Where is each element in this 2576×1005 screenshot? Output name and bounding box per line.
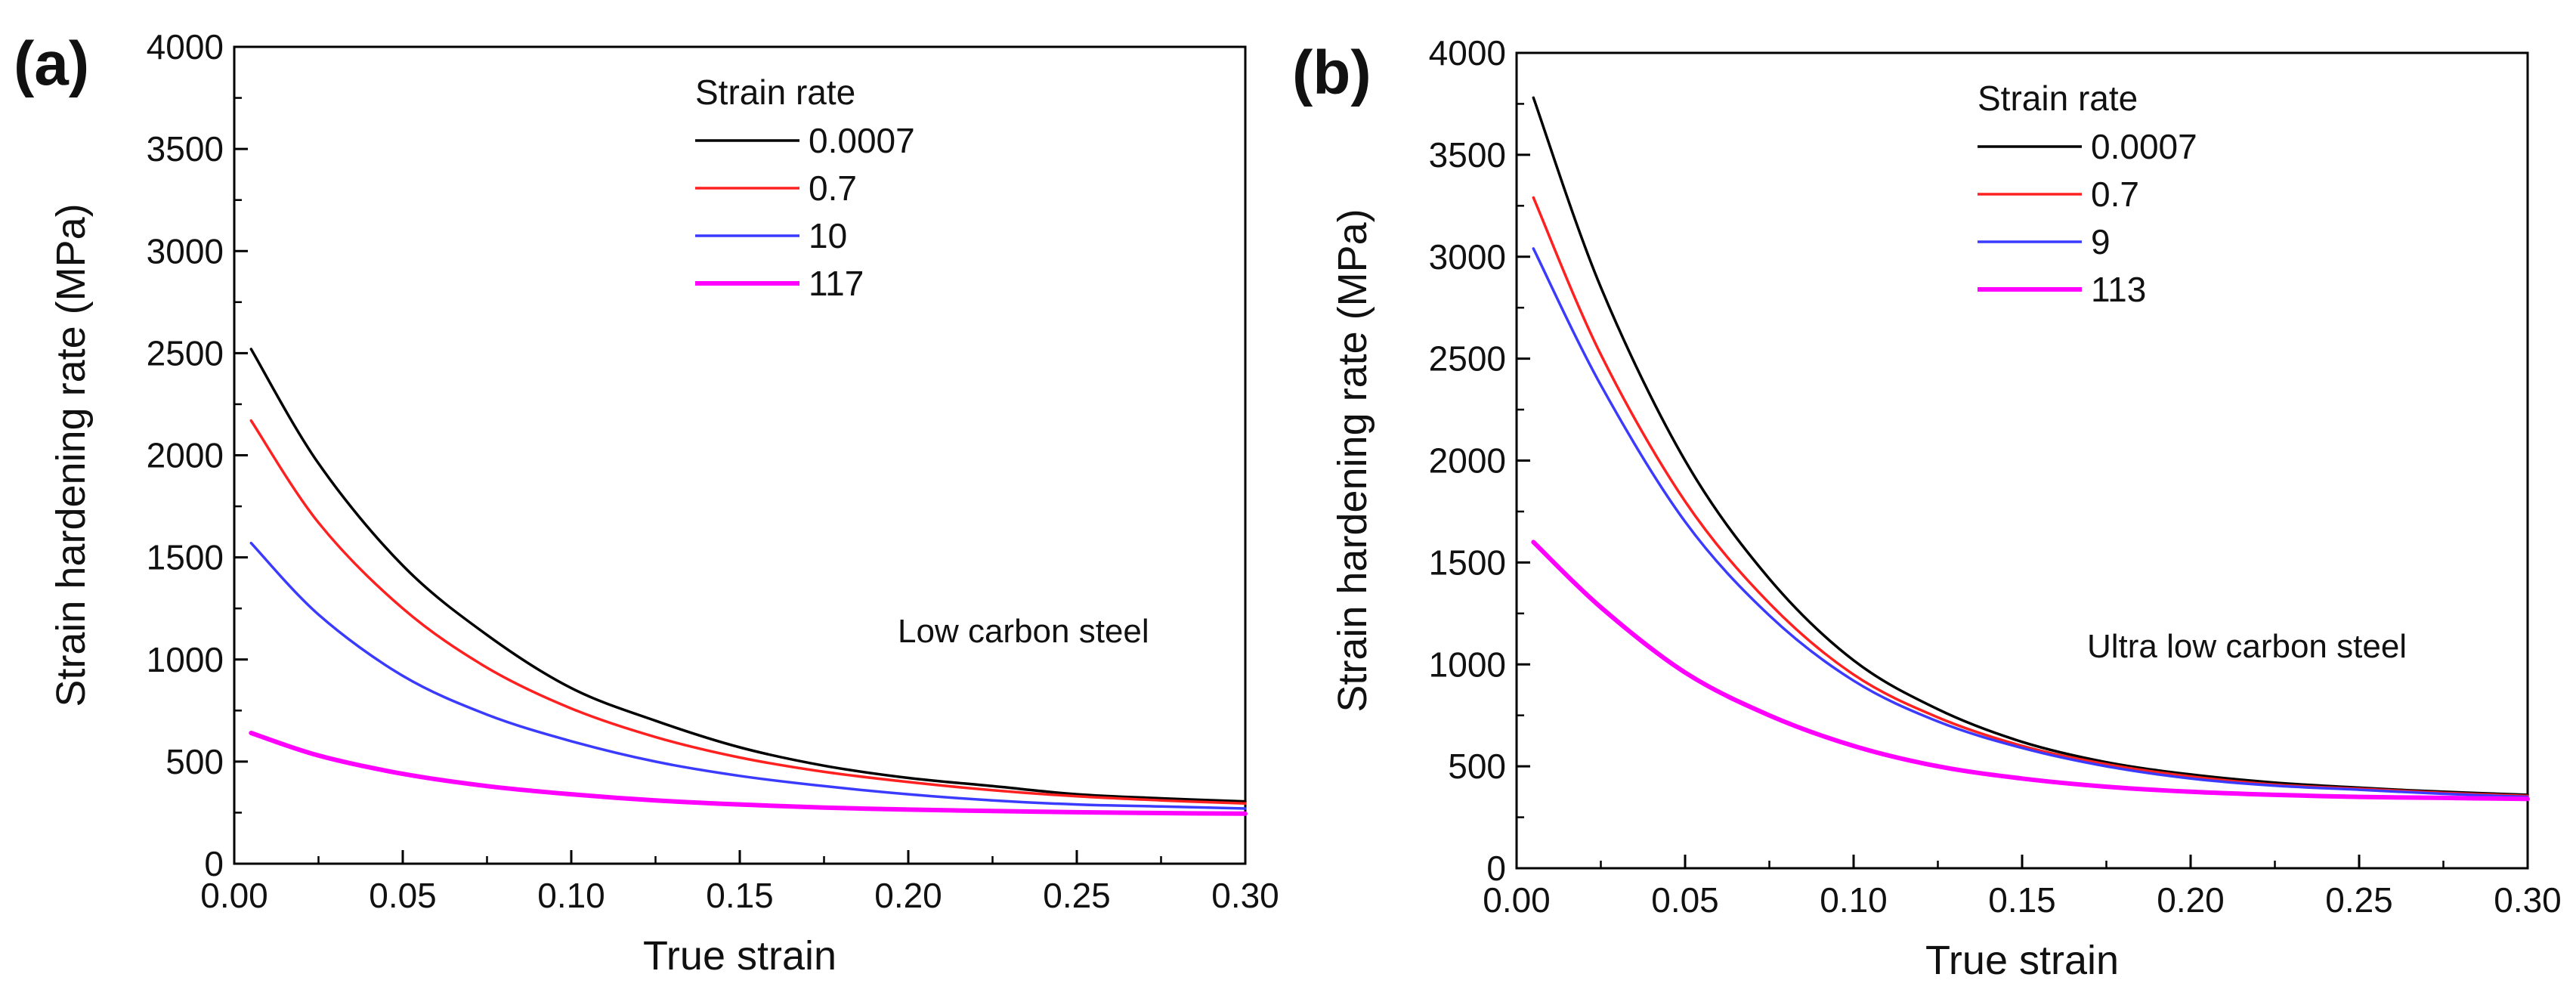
chart-1-y-tick-label: 500 — [165, 742, 224, 781]
chart-1-y-tick-label: 2500 — [147, 333, 224, 373]
chart-1: (a) 0.00 0.05 0.10 0.15 0.20 0.25 0.30 0 500 1000 1… — [14, 27, 1279, 979]
chart-1-x-tick-label: 0.00 — [200, 876, 268, 915]
chart-1-x-tick-label: 0.30 — [1211, 876, 1279, 915]
chart-2-legend-label: 0.7 — [2091, 175, 2139, 214]
chart-2-x-tick-label: 0.30 — [2494, 880, 2562, 920]
chart-1-x-tick-label: 0.10 — [537, 876, 605, 915]
chart-2-x-tick-label: 0.15 — [1988, 880, 2056, 920]
chart-1-legend-label: 0.0007 — [809, 121, 915, 160]
chart-2-y-tick-label: 0 — [1486, 849, 1506, 888]
chart-1-legend-label: 0.7 — [809, 169, 857, 208]
chart-2-legend-label: 0.0007 — [2091, 127, 2197, 166]
chart-2-annotation: Ultra low carbon steel — [2087, 628, 2407, 665]
chart-2-y-tick-label: 1000 — [1429, 645, 1506, 684]
chart-2-y-tick-label: 4000 — [1429, 33, 1506, 73]
chart-2-y-tick-label: 3000 — [1429, 237, 1506, 277]
chart-2-series-line-0.0007 — [1532, 96, 2529, 796]
chart-2-x-tick-label: 0.10 — [1820, 880, 1888, 920]
chart-1-legend-label: 117 — [809, 264, 864, 303]
chart-1-y-tick-label: 2000 — [147, 436, 224, 475]
chart-2-y-axis-title: Strain hardening rate (MPa) — [1330, 209, 1375, 712]
chart-2-y-tick-label: 1500 — [1429, 543, 1506, 582]
chart-2-x-tick-label: 0.25 — [2325, 880, 2393, 920]
chart-2-x-tick-label: 0.00 — [1483, 880, 1551, 920]
chart-1-x-tick-label: 0.20 — [874, 876, 942, 915]
chart-1-y-tick-label: 4000 — [147, 27, 224, 66]
chart-2-x-axis-title: True strain — [1925, 938, 2119, 983]
chart-2-series-line-9 — [1532, 247, 2529, 799]
chart-1-series-line-117 — [249, 731, 1248, 816]
chart-1-x-tick-label: 0.05 — [369, 876, 437, 915]
chart-1-y-tick-label: 3000 — [147, 231, 224, 271]
chart-1-y-tick-label: 0 — [204, 844, 224, 883]
chart-1-legend-title: Strain rate — [695, 73, 855, 112]
chart-1-panel-label: (a) — [14, 29, 89, 98]
chart-2-y-tick-label: 500 — [1448, 747, 1506, 786]
chart-1-plot-frame — [233, 45, 1247, 865]
chart-2-x-tick-label: 0.20 — [2157, 880, 2225, 920]
chart-2-y-tick-label: 2500 — [1429, 339, 1506, 379]
chart-1-legend-label: 10 — [809, 216, 847, 255]
chart-1-x-axis-title: True strain — [643, 933, 837, 979]
chart-2-x-tick-label: 0.05 — [1651, 880, 1719, 920]
chart-1-series-line-0.7 — [249, 419, 1247, 806]
chart-2-y-tick-label: 3500 — [1429, 135, 1506, 175]
chart-1-x-tick-label: 0.15 — [706, 876, 774, 915]
chart-1-y-axis-title: Strain hardening rate (MPa) — [48, 203, 94, 707]
chart-1-annotation: Low carbon steel — [898, 613, 1149, 650]
chart-2: (b) 0.00 0.05 0.10 0.15 0.20 0.25 0.30 0 500 1000 1… — [1292, 33, 2562, 983]
chart-2-y-tick-label: 2000 — [1429, 441, 1506, 481]
chart-1-x-tick-label: 0.25 — [1043, 876, 1111, 915]
chart-1-y-tick-label: 3500 — [147, 129, 224, 169]
chart-1-series-line-0.0007 — [249, 348, 1247, 803]
chart-2-legend-label: 9 — [2091, 222, 2111, 261]
chart-2-series-line-113 — [1531, 540, 2530, 802]
chart-1-series-line-10 — [249, 541, 1247, 810]
chart-1-y-tick-label: 1500 — [147, 538, 224, 577]
chart-2-legend-label: 113 — [2091, 270, 2146, 309]
chart-1-y-tick-label: 1000 — [147, 640, 224, 679]
chart-2-panel-label: (b) — [1292, 39, 1371, 107]
chart-2-legend-title: Strain rate — [1978, 79, 2138, 118]
